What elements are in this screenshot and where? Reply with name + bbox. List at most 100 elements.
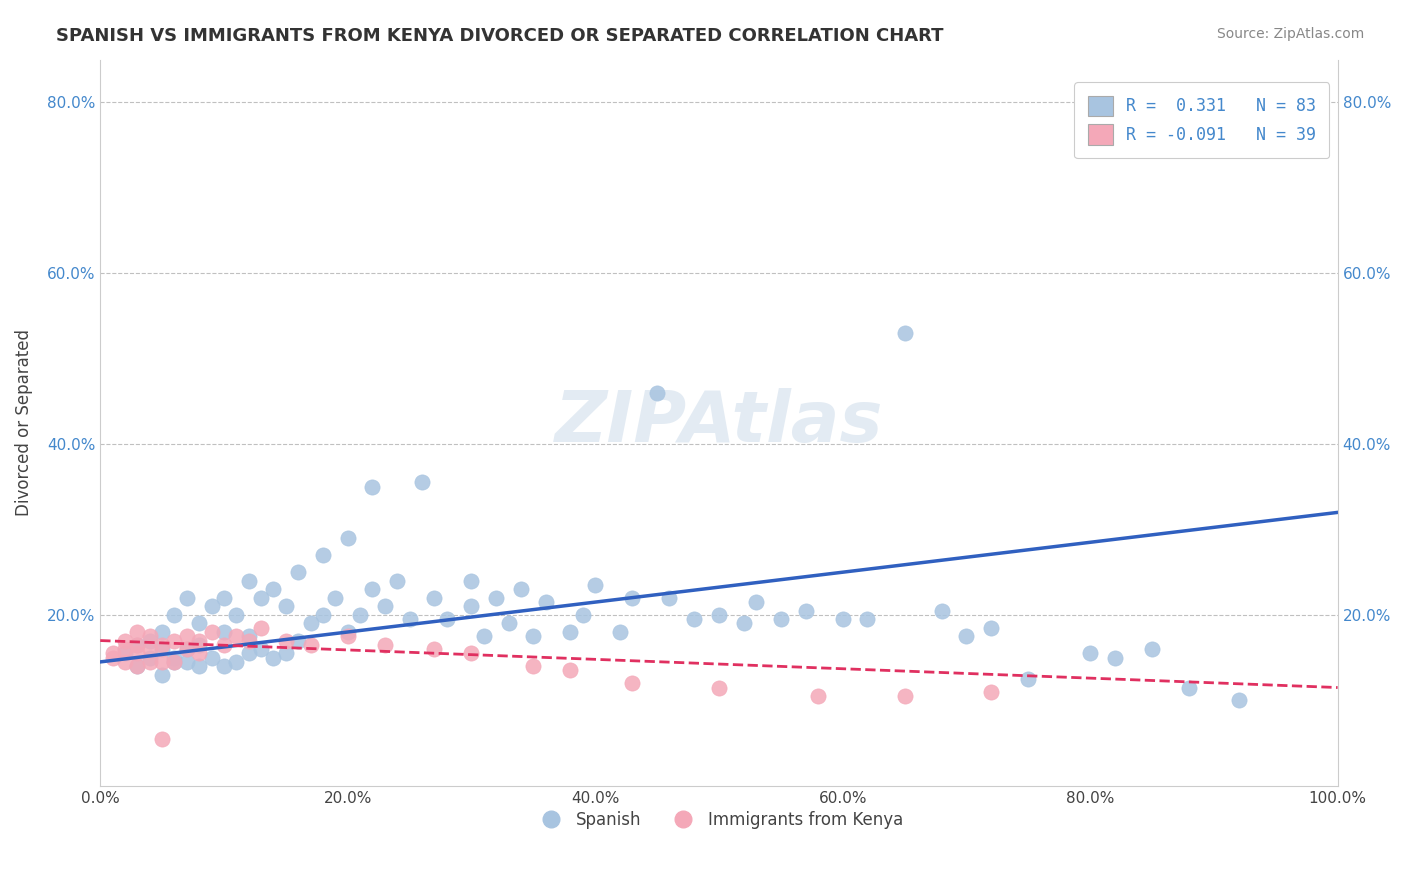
Point — [931, 604, 953, 618]
Point — [212, 591, 235, 605]
Point — [188, 638, 211, 652]
Point — [238, 646, 260, 660]
Point — [1104, 650, 1126, 665]
Point — [460, 574, 482, 588]
Point — [645, 385, 668, 400]
Point — [127, 646, 149, 660]
Point — [336, 625, 359, 640]
Point — [163, 607, 186, 622]
Point — [238, 574, 260, 588]
Point — [150, 667, 173, 681]
Point — [114, 642, 136, 657]
Point — [176, 655, 198, 669]
Point — [1227, 693, 1250, 707]
Point — [374, 638, 396, 652]
Point — [336, 531, 359, 545]
Point — [139, 642, 162, 657]
Point — [201, 650, 224, 665]
Point — [201, 625, 224, 640]
Point — [101, 650, 124, 665]
Point — [707, 681, 730, 695]
Point — [498, 616, 520, 631]
Point — [176, 642, 198, 657]
Point — [510, 582, 533, 597]
Point — [274, 633, 297, 648]
Point — [225, 607, 247, 622]
Point — [127, 625, 149, 640]
Point — [263, 582, 285, 597]
Point — [139, 633, 162, 648]
Point — [1078, 646, 1101, 660]
Point — [150, 655, 173, 669]
Point — [238, 633, 260, 648]
Point — [274, 599, 297, 614]
Point — [1178, 681, 1201, 695]
Point — [361, 582, 384, 597]
Point — [263, 650, 285, 665]
Point — [325, 591, 347, 605]
Point — [583, 578, 606, 592]
Point — [127, 659, 149, 673]
Point — [163, 655, 186, 669]
Point — [460, 599, 482, 614]
Point — [560, 625, 582, 640]
Point — [127, 638, 149, 652]
Point — [980, 685, 1002, 699]
Point — [127, 659, 149, 673]
Legend: Spanish, Immigrants from Kenya: Spanish, Immigrants from Kenya — [527, 805, 910, 836]
Point — [212, 659, 235, 673]
Point — [101, 646, 124, 660]
Point — [299, 638, 322, 652]
Point — [150, 731, 173, 746]
Point — [349, 607, 371, 622]
Point — [201, 599, 224, 614]
Point — [831, 612, 853, 626]
Point — [312, 607, 335, 622]
Point — [163, 650, 186, 665]
Point — [114, 633, 136, 648]
Point — [572, 607, 595, 622]
Point — [114, 655, 136, 669]
Point — [522, 659, 544, 673]
Point — [794, 604, 817, 618]
Point — [287, 565, 309, 579]
Point — [238, 629, 260, 643]
Point — [733, 616, 755, 631]
Point — [893, 689, 915, 703]
Text: Source: ZipAtlas.com: Source: ZipAtlas.com — [1216, 27, 1364, 41]
Point — [139, 629, 162, 643]
Point — [188, 646, 211, 660]
Point — [374, 599, 396, 614]
Point — [621, 591, 644, 605]
Point — [150, 642, 173, 657]
Point — [658, 591, 681, 605]
Text: ZIPAtlas: ZIPAtlas — [555, 388, 883, 458]
Point — [1140, 642, 1163, 657]
Point — [1017, 672, 1039, 686]
Point — [274, 646, 297, 660]
Point — [150, 638, 173, 652]
Point — [225, 655, 247, 669]
Point — [769, 612, 792, 626]
Point — [707, 607, 730, 622]
Point — [150, 625, 173, 640]
Point — [212, 625, 235, 640]
Point — [250, 621, 273, 635]
Point — [436, 612, 458, 626]
Point — [472, 629, 495, 643]
Point — [361, 480, 384, 494]
Point — [893, 326, 915, 340]
Point — [980, 621, 1002, 635]
Point — [212, 638, 235, 652]
Point — [188, 659, 211, 673]
Point — [683, 612, 706, 626]
Point — [485, 591, 508, 605]
Point — [460, 646, 482, 660]
Point — [398, 612, 420, 626]
Point — [139, 655, 162, 669]
Point — [176, 629, 198, 643]
Point — [609, 625, 631, 640]
Point — [176, 591, 198, 605]
Point — [423, 642, 446, 657]
Point — [163, 655, 186, 669]
